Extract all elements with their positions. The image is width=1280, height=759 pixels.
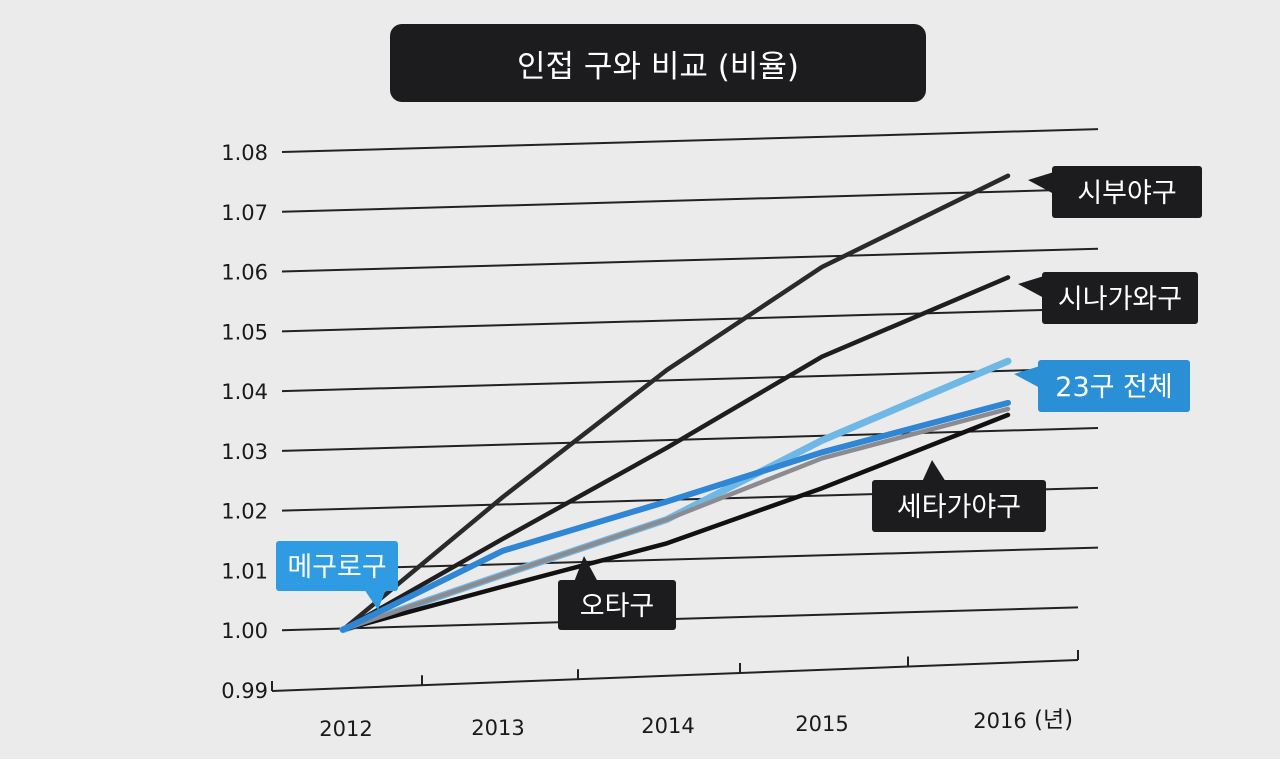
y-tick-label: 1.07: [221, 201, 268, 225]
y-tick-label: 1.00: [221, 619, 268, 643]
series-label-callout: 세타가야구: [872, 460, 1046, 532]
series-label-callout: 23구 전체: [1014, 360, 1190, 412]
y-tick-label: 1.06: [221, 261, 268, 285]
callout-pointer: [922, 460, 946, 482]
gridline: [281, 128, 1099, 153]
series-line: [340, 275, 1011, 632]
series-label: 시부야구: [1077, 178, 1176, 209]
y-tick-label: 1.08: [221, 141, 268, 165]
chart-title: 인접 구와 비교 (비율): [517, 48, 799, 85]
callout-box: [1052, 166, 1202, 218]
series-label-callout: 시부야구: [1028, 166, 1202, 218]
series-label: 23구 전체: [1055, 372, 1172, 403]
y-tick-label: 1.01: [221, 559, 268, 583]
y-tick-label: 1.04: [221, 380, 268, 404]
x-tick-label: 2015: [795, 712, 848, 736]
series-line: [340, 173, 1011, 632]
series-label: 시나가와구: [1058, 284, 1182, 315]
series-label: 세타가야구: [897, 492, 1021, 523]
gridline: [281, 367, 1099, 393]
x-tick-label: 2012: [319, 717, 372, 741]
x-tick-label: 2014: [641, 714, 694, 738]
x-tick-label: 2013: [471, 716, 524, 740]
callout-pointer: [1014, 366, 1040, 388]
gridline: [281, 247, 1099, 273]
series-label: 오타구: [580, 591, 655, 622]
callout-box: [1042, 272, 1198, 324]
gridline: [281, 546, 1099, 572]
y-tick-label: 1.03: [221, 440, 268, 464]
y-tick-label: 1.05: [221, 320, 268, 344]
callout-pointer: [1028, 172, 1054, 194]
chart-title-box: 인접 구와 비교 (비율): [390, 24, 926, 102]
callout-box: [872, 480, 1046, 532]
series-line: [340, 406, 1011, 632]
callout-box: [558, 580, 676, 630]
series-label-callout: 오타구: [558, 556, 676, 630]
x-axis-unit: (년): [1034, 707, 1073, 733]
callout-pointer: [364, 589, 386, 610]
callout-box: [1038, 360, 1190, 412]
callout-box: [276, 541, 398, 591]
series-line: [340, 399, 1011, 633]
y-tick-label: 1.02: [221, 500, 268, 524]
callout-pointer: [1018, 276, 1044, 298]
x-tick-label: 2016: [973, 709, 1026, 733]
series-label: 메구로구: [287, 552, 386, 583]
gridline: [281, 606, 1079, 632]
series-label-callout: 시나가와구: [1018, 272, 1198, 324]
gridline: [281, 427, 1099, 452]
y-tick-label: 0.99: [221, 679, 268, 703]
gridline: [281, 187, 1099, 213]
gridline: [281, 307, 1099, 333]
x-axis-line: [271, 659, 1079, 692]
series-label-callout: 메구로구: [276, 541, 398, 610]
callout-pointer: [574, 556, 598, 582]
